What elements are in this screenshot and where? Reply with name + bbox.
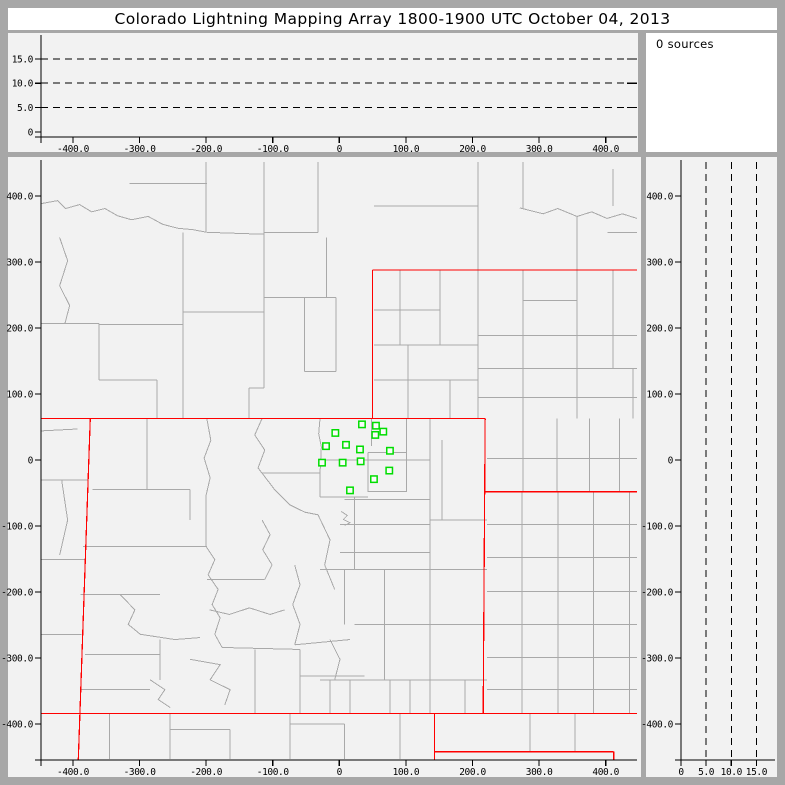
x-tick-label: 100.0 xyxy=(393,144,420,155)
gridlines xyxy=(41,58,637,109)
lma-station-marker xyxy=(385,446,394,455)
x-tick-label: -200.0 xyxy=(190,767,223,778)
lma-station-marker xyxy=(342,440,350,449)
x-tick-label: 15.0 xyxy=(746,767,768,778)
x-tick-label: 200.0 xyxy=(459,144,486,155)
y-tick-label: 0 xyxy=(668,456,674,467)
lma-station-marker xyxy=(385,466,394,475)
y-tick-label: -400.0 xyxy=(641,720,674,731)
x-tick-label: 200.0 xyxy=(459,767,486,778)
lma-station-marker xyxy=(338,458,347,467)
x-tick-label: -200.0 xyxy=(190,144,223,155)
x-tick-label: 400.0 xyxy=(592,144,619,155)
x-tick-label: 400.0 xyxy=(592,767,619,778)
plan-view-map-panel[interactable]: -400.0 -300.0 -200.0 -100.0 0 100.0 200.0 300.0… xyxy=(1,157,641,778)
x-tick-label: -400.0 xyxy=(57,767,90,778)
axes xyxy=(35,35,637,143)
x-tick-label: 0 xyxy=(337,767,343,778)
y-tick-label: 10.0 xyxy=(12,79,34,90)
y-tick-label: -300.0 xyxy=(641,654,674,665)
axes xyxy=(675,160,775,766)
lma-station-marker xyxy=(356,457,365,466)
x-tick-label: 0 xyxy=(678,767,684,778)
county-borders xyxy=(41,162,637,760)
x-tick-label: -300.0 xyxy=(124,144,157,155)
y-tick-label: 400.0 xyxy=(646,191,673,202)
plan_view_map-plot[interactable]: -400.0 -300.0 -200.0 -100.0 0 100.0 200.0 300.0… xyxy=(1,157,641,778)
x-tick-label: -400.0 xyxy=(57,144,90,155)
sources-count-label: 0 sources xyxy=(656,37,714,51)
y-tick-label: 400.0 xyxy=(6,191,33,202)
y-tick-label: 0 xyxy=(28,127,34,138)
lma-station-marker xyxy=(372,421,380,430)
lma-station-marker xyxy=(358,420,366,429)
lma-station-marker xyxy=(322,442,330,451)
y-tick-label: 300.0 xyxy=(6,257,33,268)
x-axis-ticks: -400.0 -300.0 -200.0 -100.0 0 100.0 200.0 300.0… xyxy=(57,144,620,155)
y-tick-label: -300.0 xyxy=(1,654,34,665)
window-title: Colorado Lightning Mapping Array 1800-19… xyxy=(114,10,671,28)
station-markers xyxy=(318,420,394,495)
x-tick-label: -300.0 xyxy=(124,767,157,778)
y-tick-label: -200.0 xyxy=(1,588,34,599)
gridlines xyxy=(705,162,757,760)
y-axis-ticks: 0 5.0 10.0 15.0 xyxy=(12,54,34,138)
sources-count-panel: 0 sources xyxy=(646,33,777,152)
y-tick-label: 200.0 xyxy=(646,324,673,335)
axes xyxy=(35,160,637,766)
lma-station-marker xyxy=(371,430,380,439)
x-tick-label: 5.0 xyxy=(698,767,715,778)
lma-station-marker xyxy=(346,486,354,495)
x-tick-label: 100.0 xyxy=(393,767,420,778)
x-tick-label: 300.0 xyxy=(526,767,553,778)
x-tick-label: 10.0 xyxy=(721,767,743,778)
altitude-northsouth-panel[interactable]: 0 5.0 10.0 15.0 400.0 300.0 200.0 100.0 0 -100.0 -… xyxy=(641,157,777,778)
altitude_vs_northsouth-plot[interactable]: 0 5.0 10.0 15.0 400.0 300.0 200.0 100.0 0 -100.0 -… xyxy=(641,157,777,778)
state-borders xyxy=(41,269,637,760)
lma-station-marker xyxy=(379,427,388,436)
lma-station-marker xyxy=(318,458,326,467)
x-tick-label: -100.0 xyxy=(257,767,290,778)
x-tick-label: 300.0 xyxy=(526,144,553,155)
x-axis-ticks: -400.0 -300.0 -200.0 -100.0 0 100.0 200.0 300.0… xyxy=(57,767,620,778)
lma-station-marker xyxy=(331,428,340,437)
y-tick-label: 0 xyxy=(28,456,34,467)
y-tick-label: -100.0 xyxy=(641,522,674,533)
y-axis-ticks: 400.0 300.0 200.0 100.0 0 -100.0 -200.0 -300.0 -… xyxy=(1,191,34,730)
altitude_vs_eastwest-plot[interactable]: -400.0 -300.0 -200.0 -100.0 0 100.0 200.0 300.0… xyxy=(8,33,638,155)
y-tick-label: 200.0 xyxy=(6,324,33,335)
x-axis-ticks: 0 5.0 10.0 15.0 xyxy=(678,767,768,778)
y-tick-label: 100.0 xyxy=(6,390,33,401)
y-tick-label: -200.0 xyxy=(641,588,674,599)
y-tick-label: 100.0 xyxy=(646,390,673,401)
altitude-eastwest-panel[interactable]: -400.0 -300.0 -200.0 -100.0 0 100.0 200.0 300.0… xyxy=(8,33,638,155)
y-tick-label: -100.0 xyxy=(1,522,34,533)
x-tick-label: -100.0 xyxy=(257,144,290,155)
x-tick-label: 0 xyxy=(337,144,343,155)
y-tick-label: 15.0 xyxy=(12,54,34,65)
y-tick-label: 300.0 xyxy=(646,257,673,268)
lma-station-marker xyxy=(370,475,378,484)
y-tick-label: -400.0 xyxy=(1,720,34,731)
y-axis-ticks: 400.0 300.0 200.0 100.0 0 -100.0 -200.0 -300.0 -… xyxy=(641,191,674,730)
lma-station-marker xyxy=(356,445,364,454)
title-bar: Colorado Lightning Mapping Array 1800-19… xyxy=(8,8,777,30)
y-tick-label: 5.0 xyxy=(17,103,34,114)
